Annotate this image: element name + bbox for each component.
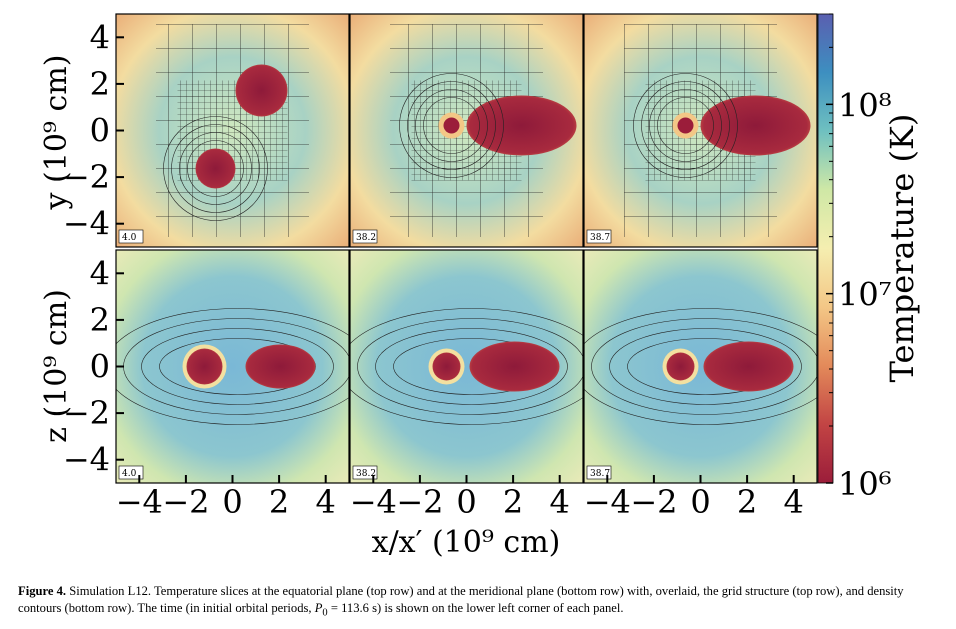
x-tick-label: −2 [162, 483, 209, 521]
time-label: 4.0 [122, 469, 137, 479]
y-tick-label: 4 [90, 18, 110, 56]
y-tick-label: 2 [90, 301, 110, 339]
x-tick-label: 2 [737, 483, 757, 521]
caption-label: Figure 4. [18, 584, 67, 598]
donor-star [703, 341, 794, 392]
caption-p0: P [314, 601, 323, 615]
time-label-box [118, 465, 144, 480]
y-tick-label: −2 [63, 158, 110, 196]
contour-line [657, 97, 714, 154]
y-tick-label: 4 [90, 254, 110, 292]
contour-line [641, 81, 730, 170]
density-contour [116, 308, 349, 425]
accretor-star [443, 117, 460, 134]
time-label-box [586, 229, 612, 244]
x-tick-label: 4 [316, 483, 336, 521]
colorbar-ticks: 10⁸ 10⁷ 10⁶ [826, 13, 892, 503]
time-label-box [118, 229, 144, 244]
y-tick-label: −2 [63, 394, 110, 432]
panel-frame [349, 13, 584, 248]
contour-line [633, 73, 738, 178]
contour-line [399, 73, 504, 178]
caption-tail: = 113.6 s) is shown on the lower left co… [327, 601, 624, 615]
panel-frame [583, 13, 818, 248]
x-tick-label: −4 [584, 483, 631, 521]
density-contour [584, 308, 817, 425]
contour-line [187, 140, 244, 197]
colorbar-tick-label: 10⁶ [838, 465, 892, 503]
density-contour [375, 328, 568, 405]
panel-bottom-3: 38.7 [583, 249, 818, 484]
y-tick-label: 0 [90, 112, 110, 150]
panel-bottom-2: 38.2 [349, 249, 584, 484]
time-label: 38.2 [356, 233, 376, 243]
x-tick-label: −2 [396, 483, 443, 521]
figure-caption: Figure 4. Simulation L12. Temperature sl… [18, 583, 943, 622]
contour-line [171, 124, 260, 213]
panel-top-1: 4.0 [115, 13, 350, 248]
contour-line [415, 89, 488, 162]
x-tick-label: 0 [690, 483, 710, 521]
donor-star [469, 341, 560, 392]
time-label: 38.7 [590, 233, 610, 243]
colorbar-label: Temperature (K) [883, 114, 921, 383]
panel-bottom-1: 4.0 [115, 249, 350, 484]
x-tick-label: 2 [503, 483, 523, 521]
donor-star [235, 64, 288, 117]
donor-star [700, 95, 811, 156]
x-tick-label: −2 [630, 483, 677, 521]
density-contour [350, 308, 583, 425]
accretor-star [195, 148, 236, 189]
contour-line [163, 116, 268, 221]
x-tick-label: −4 [116, 483, 163, 521]
y-tick-label: 2 [90, 65, 110, 103]
time-label: 38.2 [356, 469, 376, 479]
x-tick-label: 0 [456, 483, 476, 521]
accretor-star [677, 117, 694, 134]
x-tick-label: 4 [550, 483, 570, 521]
time-label-box [352, 229, 378, 244]
time-label: 4.0 [122, 233, 137, 243]
density-contour [591, 318, 817, 415]
contour-line [407, 81, 496, 170]
donor-star [245, 344, 316, 389]
caption-text: Simulation L12. Temperature slices at th… [18, 584, 904, 615]
accretor-star [186, 348, 223, 385]
x-tick-label: 0 [222, 483, 242, 521]
panel-grid: 4.0 38.2 38.7 4.0 38.2 38.7 [115, 13, 818, 484]
time-label-box [586, 465, 612, 480]
density-contour [141, 328, 334, 405]
y-tick-label: 0 [90, 348, 110, 386]
accretor-star [666, 352, 695, 381]
colorbar: 10⁸ 10⁷ 10⁶ Temperature (K) [817, 13, 921, 503]
caption-p0-sub: 0 [322, 607, 328, 619]
colorbar-bar [817, 13, 834, 484]
colorbar-tick-label: 10⁷ [838, 276, 892, 314]
figure-canvas: 4.0 38.2 38.74.0 38.2 38.7 420−2−4420−2−4−4−… [39, 13, 921, 560]
y-tick-label: −4 [63, 205, 110, 243]
y-tick-label: −4 [63, 441, 110, 479]
time-label-box [352, 465, 378, 480]
contour-line [649, 89, 722, 162]
panel-top-2: 38.2 [349, 13, 584, 248]
x-tick-label: 2 [269, 483, 289, 521]
y-axis-label-bottom: z (10⁹ cm) [39, 289, 74, 443]
x-tick-label: −4 [350, 483, 397, 521]
y-axis-label-top: y (10⁹ cm) [39, 55, 74, 211]
colorbar-tick-label: 10⁸ [838, 86, 892, 124]
density-contour [357, 318, 583, 415]
x-tick-label: 4 [784, 483, 804, 521]
x-axis-label: x/x′ (10⁹ cm) [372, 525, 561, 560]
contour-line [423, 97, 480, 154]
accretor-star [432, 352, 461, 381]
panel-top-3: 38.7 [583, 13, 818, 248]
density-contour [609, 328, 802, 405]
time-label: 38.7 [590, 469, 610, 479]
donor-star [466, 95, 577, 156]
contour-line [179, 132, 252, 205]
